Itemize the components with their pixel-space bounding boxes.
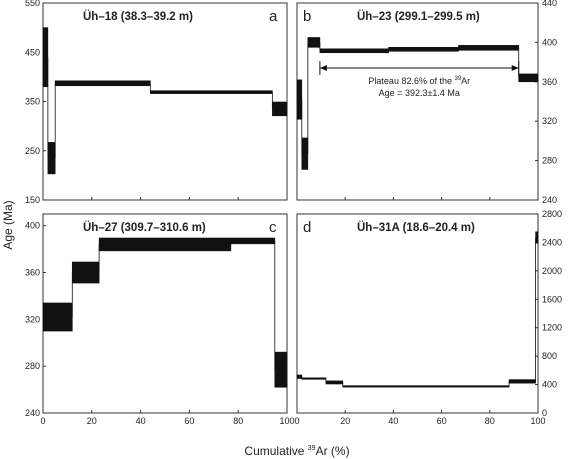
y-tick-label: 360: [25, 268, 40, 278]
y-tick-label: 360: [542, 77, 557, 87]
plateau-label-sup: 39: [454, 76, 461, 82]
step-box: [301, 137, 309, 170]
step-box: [301, 377, 327, 380]
plateau-label-tail: Ar: [461, 76, 470, 86]
y-tick-label: 280: [25, 361, 40, 371]
x-tick-label: 40: [136, 416, 146, 426]
x-tick-label: 0: [40, 416, 45, 426]
x-axis-label-main: Cumulative: [244, 444, 307, 458]
panel-title: Üh–27 (309.7–310.6 m): [83, 221, 206, 234]
y-tick-label: 400: [542, 380, 557, 390]
plateau-arrow-head-left: [319, 65, 327, 72]
panel-c: 240 280 320 360 400 0 20 40 60 80 100 Üh–27 (309.7–…: [25, 213, 295, 426]
step-box: [296, 374, 303, 379]
step-box: [230, 237, 276, 245]
panel-title: Üh–23 (299.1–299.5 m): [357, 10, 480, 23]
x-tick-label: 40: [388, 416, 398, 426]
x-tick-label: 60: [184, 416, 194, 426]
step-box: [98, 237, 232, 252]
x-tick-label: 60: [437, 416, 447, 426]
panel-letter: b: [303, 8, 311, 25]
x-tick-label: 80: [233, 416, 243, 426]
panel-letter: a: [269, 8, 278, 25]
y-tick-label: 440: [542, 0, 557, 8]
step-box: [458, 45, 520, 51]
plateau-label-main: Plateau 82.6% of the: [368, 76, 454, 86]
y-tick-label: 400: [542, 37, 557, 47]
step-box: [54, 80, 151, 87]
plateau-arrow-head-right: [511, 65, 519, 72]
step-box: [307, 37, 321, 48]
panels: 150 250 350 450 550 Üh–18 (38.3–39.2 m) a 240 28…: [25, 0, 562, 426]
y-tick-label: 1600: [542, 294, 562, 304]
step-box: [42, 27, 49, 88]
step-box: [42, 302, 73, 332]
panel-d: 0 400 800 1200 1600 2000 2400 2800 0 20 40 60 80 100 Ü…: [294, 209, 562, 426]
x-tick-label: 80: [485, 416, 495, 426]
y-tick-label: 240: [25, 408, 40, 418]
panel-letter: d: [303, 219, 311, 236]
panel-frame: [42, 2, 288, 201]
panel-title: Üh–31A (18.6–20.4 m): [357, 221, 475, 234]
x-tick-label: 20: [87, 416, 97, 426]
step-box: [71, 261, 100, 284]
panel-frame: [296, 2, 539, 201]
step-box: [325, 380, 344, 385]
y-tick-label: 450: [25, 47, 40, 57]
y-tick-label: 2000: [542, 266, 562, 276]
panel-b: 240 280 320 360 400 440 Plateau 82.6% of the 3…: [296, 0, 557, 205]
panel-a: 150 250 350 450 550 Üh–18 (38.3–39.2 m) a: [25, 0, 288, 205]
x-axis-label-sup: 39: [308, 445, 316, 452]
x-axis-label-tail: Ar (%): [316, 444, 350, 458]
y-tick-label: 280: [542, 156, 557, 166]
step-box: [319, 48, 389, 54]
plateau-age: Age = 392.3±1.4 Ma: [379, 88, 460, 98]
y-tick-label: 250: [25, 146, 40, 156]
y-tick-label: 550: [25, 0, 40, 8]
y-tick-label: 2400: [542, 237, 562, 247]
step-box: [150, 90, 273, 94]
x-tick-label: 100: [530, 416, 545, 426]
y-tick-label: 320: [25, 314, 40, 324]
y-tick-label: 0: [542, 408, 547, 418]
panel-letter: c: [269, 219, 277, 236]
y-tick-label: 2800: [542, 209, 562, 219]
x-tick-label: 0: [294, 416, 299, 426]
y-tick-label: 800: [542, 351, 557, 361]
y-tick-label: 240: [542, 195, 557, 205]
step-box: [47, 142, 56, 175]
step-box: [342, 385, 510, 388]
x-tick-label: 100: [279, 416, 294, 426]
step-box: [388, 47, 459, 52]
step-box: [508, 379, 536, 384]
y-tick-label: 400: [25, 221, 40, 231]
step-box: [272, 101, 288, 117]
panel-frame: [296, 213, 539, 414]
y-tick-label: 350: [25, 97, 40, 107]
y-tick-label: 320: [542, 116, 557, 126]
panel-title: Üh–18 (38.3–39.2 m): [83, 10, 193, 23]
step-box: [518, 73, 539, 83]
step-box: [296, 79, 303, 120]
y-axis-label: Age (Ma): [1, 200, 15, 249]
y-tick-label: 1200: [542, 323, 562, 333]
plateau-label: Plateau 82.6% of the 39Ar: [368, 76, 470, 86]
y-tick-label: 150: [25, 195, 40, 205]
step-box: [274, 351, 288, 388]
x-tick-label: 20: [340, 416, 350, 426]
x-axis-label: Cumulative 39Ar (%): [244, 444, 349, 458]
